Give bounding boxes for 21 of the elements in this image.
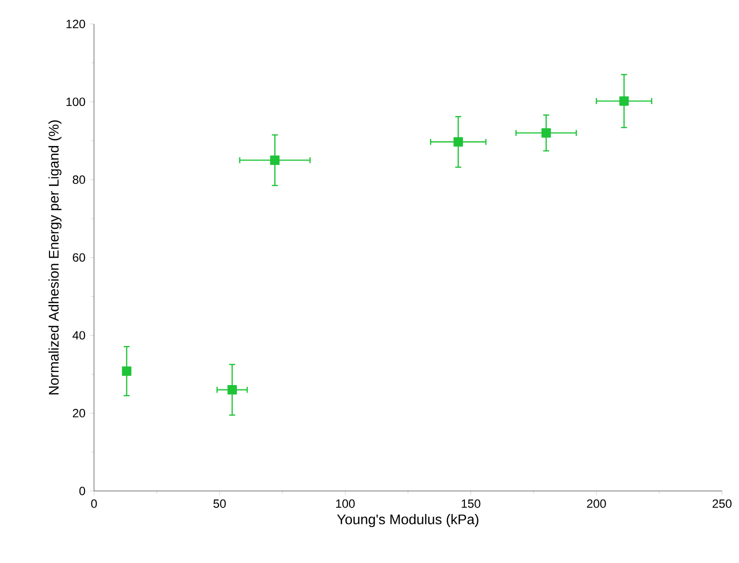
y-tick-label: 40: [72, 331, 86, 340]
x-tick-label: 250: [712, 499, 732, 508]
y-tick-label: 120: [66, 20, 86, 28]
point: [270, 155, 280, 165]
y-tick-label: 80: [72, 175, 86, 184]
y-axis-title: Normalized Adhesion Energy per Ligand (%): [48, 120, 62, 394]
x-tick-label: 200: [587, 499, 606, 508]
y-tick-label: 20: [72, 408, 86, 418]
point: [454, 137, 463, 147]
point: [619, 96, 629, 106]
x-tick-label: 50: [213, 499, 226, 508]
x-tick-label: 0: [91, 499, 97, 508]
y-tick-label: 0: [79, 486, 86, 496]
point: [541, 128, 551, 138]
point: [227, 385, 237, 394]
point: [122, 366, 132, 376]
y-tick-label: 100: [66, 98, 86, 106]
x-tick-label: 150: [462, 499, 480, 508]
y-tick-label: 60: [72, 253, 86, 262]
x-axis-title: Young's Modulus (kPa): [337, 514, 478, 528]
x-tick-label: 100: [336, 499, 355, 508]
